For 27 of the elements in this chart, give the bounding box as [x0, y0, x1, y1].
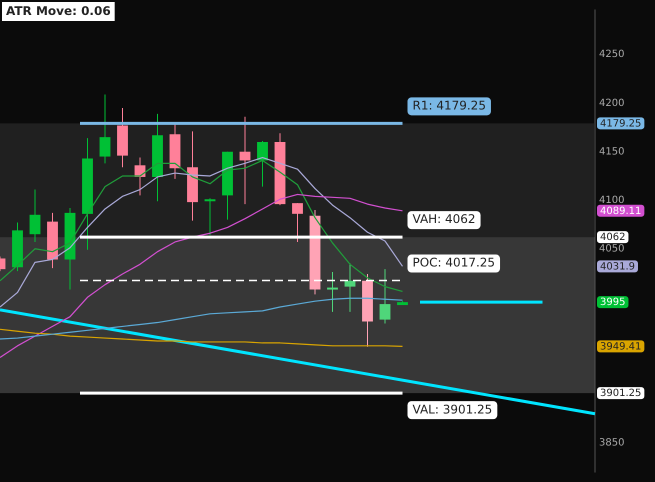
- candlestick: [240, 116, 250, 205]
- ref-line-label: POC: 4017.25: [412, 256, 496, 270]
- candlestick: [380, 268, 390, 324]
- text: 3949.41: [600, 341, 642, 352]
- ref-line-label: VAH: 4062: [412, 212, 476, 226]
- ref-line-label: R1: 4179.25: [412, 98, 486, 112]
- y-tick-label: 4100: [599, 194, 624, 206]
- y-tick-label: 4200: [599, 98, 624, 109]
- candlestick: [30, 189, 40, 242]
- text: 4089.11: [600, 206, 642, 217]
- text: 4031.9: [600, 261, 635, 272]
- y-tick-label: 4250: [599, 49, 624, 60]
- candlestick: [292, 202, 303, 242]
- candlestick: [344, 262, 356, 312]
- y-tick-label: 4150: [599, 146, 624, 158]
- ref-line-label: VAL: 3901.25: [412, 402, 492, 416]
- text: 4062: [600, 232, 626, 244]
- annotation: ATR Move: 0.06: [6, 4, 111, 18]
- y-tick-label: 3850: [599, 437, 624, 448]
- candlestick: [204, 198, 216, 236]
- text: 3901.25: [600, 388, 642, 400]
- text: 4179.25: [600, 118, 642, 130]
- candlestick: [100, 94, 110, 164]
- candlestick: [327, 272, 338, 312]
- y-tick-label: 4050: [599, 243, 624, 254]
- candlestick: [257, 140, 268, 188]
- text: 3995: [600, 297, 626, 308]
